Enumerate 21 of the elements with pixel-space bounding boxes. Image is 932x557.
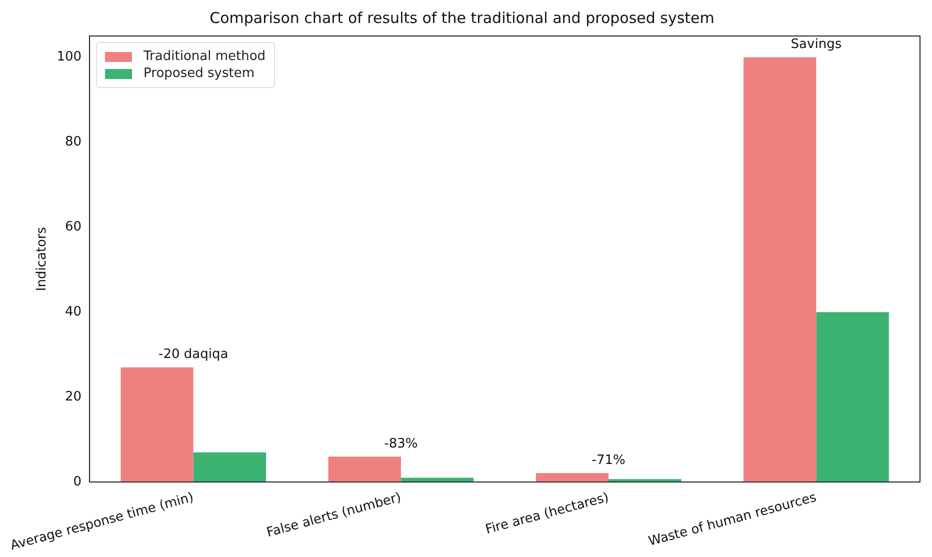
y-tick-label: 40: [64, 304, 82, 320]
bar: [816, 312, 889, 482]
y-axis-title: Indicators: [34, 226, 50, 292]
y-tick-label: 60: [64, 220, 82, 235]
annotation: -83%: [384, 436, 418, 452]
y-tick-label: 100: [56, 50, 82, 65]
y-tick-label: 0: [73, 474, 82, 490]
bar: [328, 456, 401, 482]
bar: [744, 57, 816, 482]
annotation: -71%: [592, 453, 626, 468]
bar: [193, 452, 266, 482]
legend-label: Proposed system: [144, 66, 255, 81]
y-tick-label: 20: [64, 389, 82, 404]
annotation: -20 daqiqa: [158, 347, 228, 362]
chart-title: Comparison chart of results of the traditional and proposed system: [210, 8, 714, 27]
y-tick-label: 80: [64, 134, 82, 150]
annotation: Savings: [790, 37, 842, 52]
legend-label: Traditional method: [144, 49, 266, 64]
bar: [120, 367, 194, 482]
x-tick-label: Average response time (min): [8, 490, 196, 554]
bar: [536, 473, 609, 482]
